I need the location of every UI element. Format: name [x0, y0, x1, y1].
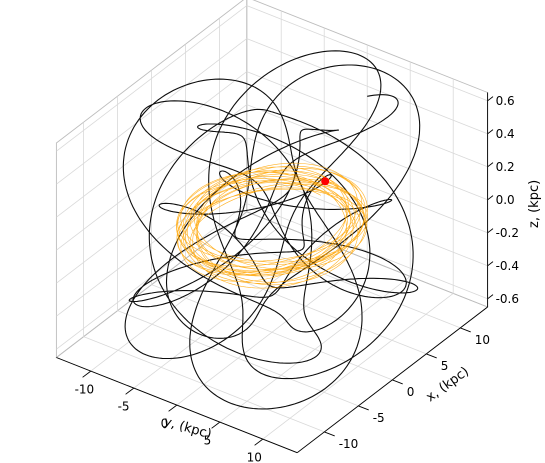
z-tick-label: -0.4: [496, 259, 519, 273]
x-tick: [392, 379, 403, 385]
z-tick-label: 0.4: [496, 127, 515, 141]
left-pane: [55, 0, 248, 359]
grid-line: [262, 293, 454, 440]
grid-line: [176, 259, 368, 406]
grid-line: [246, 170, 488, 267]
y-tick-label: -5: [118, 399, 130, 413]
z-tick: [487, 261, 494, 267]
x-tick: [358, 405, 369, 411]
start-point-marker: [321, 177, 330, 186]
grid-line: [56, 104, 248, 251]
y-tick-label: -10: [75, 382, 95, 396]
z-tick-label: 0.2: [496, 160, 515, 174]
z-tick-label: -0.6: [496, 292, 519, 306]
x-tick-label: -10: [339, 437, 359, 451]
grid-line: [56, 71, 248, 218]
axes: -10 -5 0 5 10 -10 -5 0 5 10 -0.6 -0.4 -0.2 0.0 0.2 0.4 0…: [56, 92, 519, 463]
grid-line: [246, 203, 488, 300]
y-tick: [125, 387, 135, 395]
orbit-line: [122, 50, 421, 410]
z-tick-label: 0.0: [496, 193, 515, 207]
z-tick: [487, 96, 494, 102]
x-tick-label: 10: [475, 333, 490, 347]
x-tick: [324, 431, 335, 437]
y-tick: [168, 404, 178, 412]
grid-line: [246, 137, 488, 234]
z-tick: [487, 195, 494, 201]
z-tick-label: -0.2: [496, 226, 519, 240]
grid-line: [56, 5, 248, 152]
y-tick: [82, 370, 92, 378]
axes-panes: [55, 0, 489, 454]
grid-line: [246, 5, 488, 102]
z-tick: [487, 228, 494, 234]
z-tick-label: 0.6: [496, 94, 515, 108]
x-tick-label: -5: [373, 411, 385, 425]
x-axis-line: [296, 306, 488, 454]
grid-line: [56, 38, 248, 185]
y-axis-line: [56, 357, 298, 454]
orbit-series: [122, 50, 421, 410]
y-tick: [211, 421, 221, 429]
x-tick-label: 5: [441, 359, 449, 373]
x-tick: [426, 353, 437, 359]
z-axis-label: z, (kpc): [527, 180, 542, 228]
x-tick: [460, 327, 471, 333]
grid-line: [246, 38, 488, 135]
grid-line: [219, 276, 411, 423]
y-tick-label: 10: [247, 450, 262, 463]
grid-line: [90, 225, 282, 372]
grid-line: [246, 104, 488, 201]
grid-line: [56, 137, 248, 284]
y-tick-label: 5: [204, 433, 212, 447]
y-axis-label: y, (kpc): [162, 414, 213, 442]
z-tick: [487, 162, 494, 168]
x-tick-label: 0: [407, 385, 415, 399]
y-tick-label: 0: [161, 416, 169, 430]
z-tick: [487, 129, 494, 135]
y-tick: [254, 438, 264, 446]
z-tick: [487, 294, 494, 300]
